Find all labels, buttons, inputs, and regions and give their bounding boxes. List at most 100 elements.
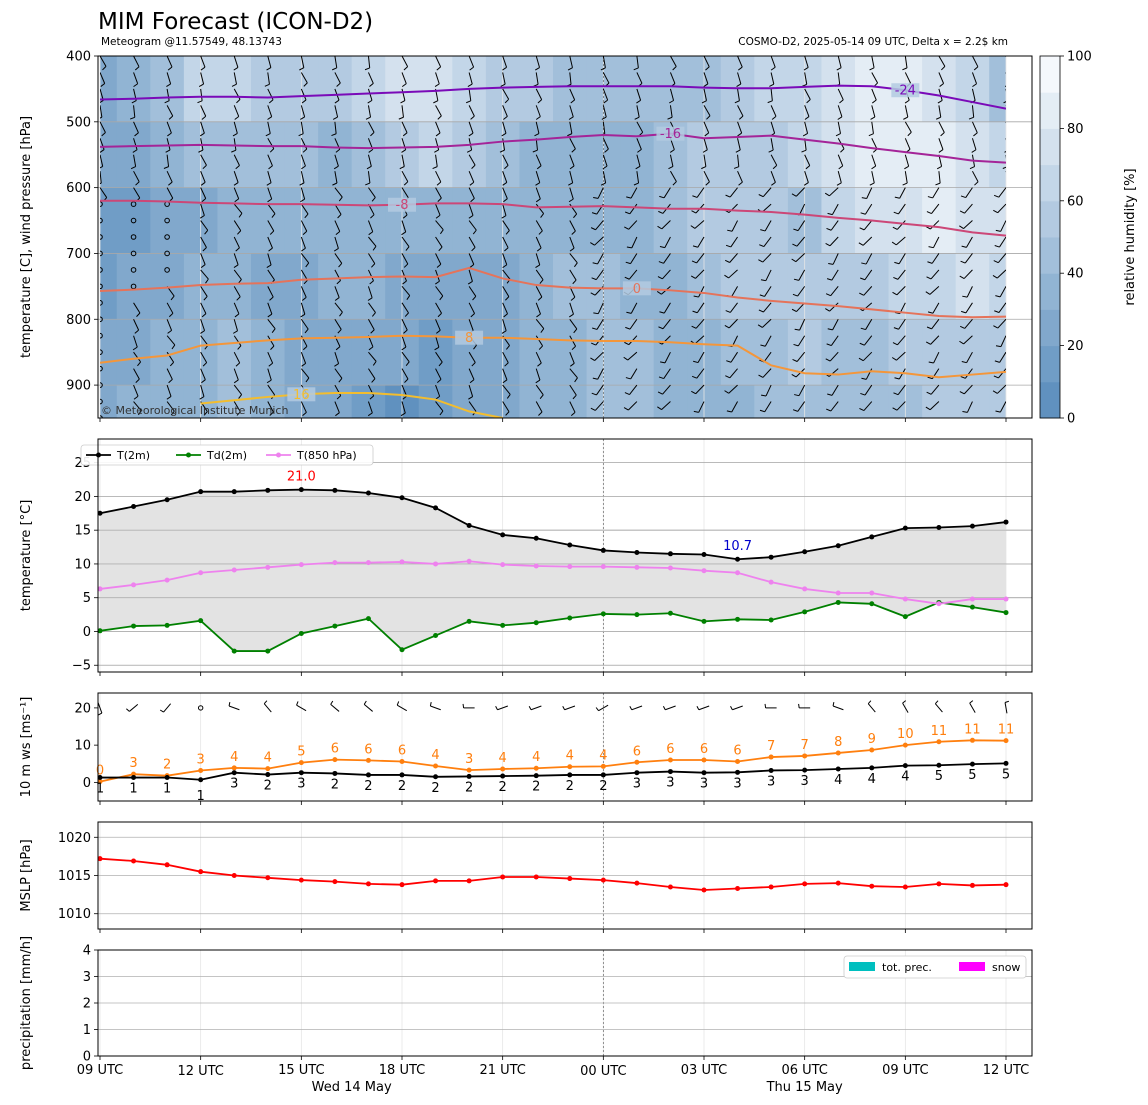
series-t2m-point	[634, 549, 640, 555]
series-mean-wind-point	[466, 773, 472, 779]
wind-barb-flag	[893, 276, 899, 280]
wind-barb-flag	[562, 706, 566, 711]
wind-barb-shaft	[999, 286, 1006, 298]
calm-wind-circle	[100, 250, 103, 257]
wind-barb-shaft	[569, 236, 575, 249]
wind-barb-shaft	[837, 88, 844, 100]
series-mslp-point	[969, 882, 975, 888]
series-td2m-point	[869, 601, 875, 607]
wind-barb-shaft	[804, 121, 809, 134]
wind-barb-shaft	[468, 286, 477, 297]
wind-barb-flag	[101, 132, 106, 137]
wind-barb-shaft	[401, 286, 411, 296]
series-t850-point	[500, 562, 506, 568]
wind-barb-shaft	[267, 318, 276, 330]
wind-barb-shaft	[166, 88, 170, 101]
wind-barb-flag	[435, 132, 441, 137]
wind-barb-flag	[792, 425, 796, 427]
wind-value-label: 4	[901, 770, 909, 785]
series-mslp-point	[634, 880, 640, 886]
wind-barb-shaft	[401, 170, 409, 182]
wind-barb-flag	[302, 148, 308, 153]
wind-barb-flag	[895, 428, 900, 429]
series-mean-wind-point	[164, 775, 170, 781]
wind-barb-flag	[828, 262, 834, 265]
wind-barb-shaft	[233, 236, 240, 249]
wind-barb-shaft	[694, 335, 705, 345]
wind-barb-shaft	[166, 384, 172, 397]
wind-barb-shaft	[897, 335, 906, 346]
colorbar-band	[1040, 200, 1060, 238]
wind-barb-flag	[904, 165, 909, 170]
y-tick-label: 10	[74, 739, 91, 754]
wind-barb-shaft	[664, 351, 671, 364]
wind-barb-shaft	[1005, 56, 1006, 58]
wind-barb-flag	[268, 247, 273, 252]
wind-barb-flag	[403, 181, 409, 186]
x-tick-label: 15 UTC	[278, 1063, 324, 1078]
calm-wind-circle	[100, 349, 103, 355]
wind-barb-shaft	[401, 335, 407, 348]
wind-barb-shaft	[729, 253, 738, 263]
wind-barb-flag	[973, 132, 978, 137]
wind-barb-flag	[725, 244, 732, 248]
wind-barb-flag	[302, 412, 307, 417]
wind-barb-flag	[635, 165, 641, 170]
wind-barb-shaft	[929, 285, 940, 295]
wind-barb-flag	[370, 329, 375, 334]
wind-barb-flag	[372, 246, 377, 251]
wind-barb-flag	[432, 166, 438, 170]
gust-value-label: 5	[297, 745, 305, 760]
wind-barb-flag	[405, 361, 410, 367]
wind-barb-flag	[535, 182, 540, 186]
wind-barb-flag	[198, 83, 204, 87]
wind-barb-shaft	[829, 302, 839, 312]
wind-barb-shaft	[401, 253, 409, 265]
calm-wind-circle	[100, 398, 103, 405]
y-tick-label: 0	[83, 776, 91, 791]
gust-value-label: 7	[767, 739, 775, 754]
wind-barb-shaft	[932, 302, 940, 314]
wind-barb-flag	[402, 395, 407, 400]
series-td2m-point	[500, 622, 506, 628]
wind-barb-shaft	[695, 318, 705, 329]
wind-barb-flag	[992, 390, 998, 394]
wind-barb-flag	[724, 274, 729, 279]
wind-barb-shaft	[368, 187, 376, 198]
wind-barb-flag	[439, 295, 444, 301]
wind-barb-flag	[501, 330, 507, 334]
wind-barb-flag	[406, 295, 411, 300]
wind-barb-flag	[758, 259, 764, 263]
wind-barb-flag	[402, 214, 408, 219]
wind-barb-shaft	[965, 187, 973, 198]
wind-barb-flag	[994, 426, 999, 428]
wind-barb-flag	[271, 213, 276, 218]
wind-barb-flag	[735, 149, 741, 153]
wind-barb-shaft	[670, 170, 677, 182]
wind-barb-shaft	[200, 187, 207, 199]
series-mean-wind-point	[198, 777, 204, 783]
upper-air-frame	[97, 55, 1033, 419]
wind-barb-shaft	[468, 220, 477, 231]
wind-barb-shaft	[133, 368, 140, 380]
series-td2m-point	[768, 617, 774, 623]
series-td2m-point	[533, 620, 539, 626]
wind-barb-shaft	[931, 203, 940, 214]
wind-barb-shaft	[999, 236, 1006, 248]
wind-barb-shaft	[300, 302, 306, 315]
wind-barb-flag	[332, 182, 338, 186]
wind-barb-shaft	[837, 72, 841, 85]
wind-barb-shaft	[904, 417, 906, 418]
wind-barb-shaft	[930, 269, 940, 280]
wind-barb-shaft	[902, 702, 909, 713]
wind-barb-flag	[335, 231, 341, 236]
wind-barb-flag	[268, 165, 273, 170]
wind-barb-shaft	[629, 203, 638, 215]
wind-barb-flag	[503, 313, 508, 318]
wind-barb-shaft	[770, 121, 776, 134]
wind-barb-shaft	[829, 236, 839, 247]
calm-wind-circle	[130, 217, 137, 224]
wind-barb-shaft	[435, 335, 440, 348]
wind-barb-shaft	[703, 56, 710, 68]
wind-barb-flag	[301, 99, 307, 104]
